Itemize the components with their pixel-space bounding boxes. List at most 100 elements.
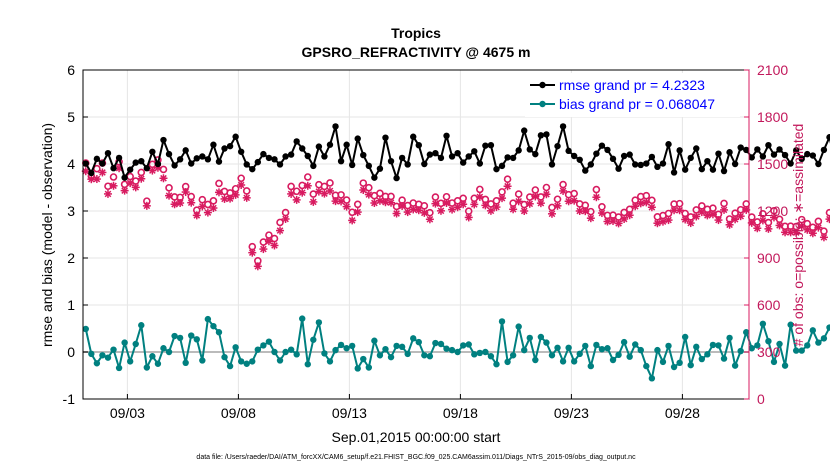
- obs-assimilated-stroke: [432, 200, 439, 207]
- obs-assimilated-stroke: [359, 186, 367, 194]
- obs-assimilated-stroke: [709, 210, 717, 218]
- bias-point: [476, 349, 484, 357]
- rmse-point: [315, 143, 323, 150]
- obs-assimilated-stroke: [537, 199, 545, 207]
- obs-possible-marker: [287, 182, 295, 191]
- rmse-point: [149, 148, 156, 155]
- obs-assimilated-marker: [165, 191, 174, 200]
- rmse-point: [188, 160, 195, 167]
- y2-tick-label: 300: [757, 344, 781, 360]
- bias-point: [665, 342, 672, 350]
- obs-assimilated-stroke: [781, 228, 789, 236]
- legend-bias-label: bias grand pr = 0.068047: [559, 96, 715, 112]
- rmse-point: [199, 153, 206, 160]
- obs-assimilated-stroke: [415, 206, 423, 214]
- obs-assimilated-marker: [686, 219, 695, 228]
- obs-assimilated-marker: [542, 190, 551, 199]
- obs-assimilated-stroke: [609, 217, 617, 225]
- obs-assimilated-stroke: [271, 242, 278, 249]
- rmse-point: [282, 153, 289, 160]
- obs-assimilated-stroke: [815, 224, 822, 231]
- rmse-point: [304, 152, 311, 160]
- rmse-point: [637, 161, 644, 169]
- obs-assimilated-marker: [509, 205, 518, 214]
- bias-point: [88, 350, 95, 358]
- bias-point: [93, 360, 101, 367]
- obs-assimilated-marker: [647, 203, 656, 212]
- obs-assimilated-marker: [187, 198, 196, 207]
- obs-assimilated-stroke: [598, 209, 606, 217]
- x-axis-ticks: 09/03 09/08 09/13 09/18 09/23 09/28: [110, 394, 700, 421]
- obs-assimilated-marker: [614, 219, 623, 228]
- obs-possible-marker: [376, 189, 384, 198]
- rmse-point: [726, 149, 733, 156]
- obs-assimilated-stroke: [193, 212, 201, 219]
- bias-point: [287, 346, 295, 353]
- obs-assimilated-stroke: [554, 202, 561, 210]
- obs-assimilated-marker: [131, 183, 140, 192]
- bias-point: [199, 357, 206, 364]
- obs-assimilated-marker: [337, 197, 346, 206]
- rmse-point: [609, 155, 617, 163]
- bias-point: [188, 332, 195, 339]
- obs-assimilated-stroke: [637, 199, 645, 207]
- obs-assimilated-marker: [159, 174, 168, 183]
- rmse-point: [321, 153, 328, 160]
- obs-assimilated-stroke: [742, 206, 750, 214]
- obs-assimilated-marker: [264, 237, 273, 246]
- bias-point: [798, 347, 805, 354]
- rmse-point: [343, 141, 350, 148]
- bias-point: [443, 345, 450, 352]
- obs-assimilated-stroke: [665, 216, 672, 224]
- obs-possible-marker: [231, 184, 240, 193]
- obs-assimilated-stroke: [348, 217, 356, 224]
- rmse-point: [265, 154, 273, 162]
- y2-tick-label: 1200: [757, 203, 788, 219]
- chart-title: Tropics: [391, 25, 441, 41]
- obs-assimilated-marker: [142, 201, 151, 210]
- rmse-point: [826, 134, 830, 141]
- obs-assimilated-marker: [375, 196, 384, 205]
- rmse-point: [121, 174, 128, 181]
- bias-point: [332, 346, 339, 354]
- obs-possible-marker: [126, 172, 134, 181]
- obs-assimilated-marker: [525, 199, 534, 208]
- rmse-point: [604, 146, 611, 154]
- legend-box: [525, 73, 740, 117]
- bias-point: [282, 348, 289, 356]
- obs-assimilated-stroke: [248, 249, 256, 257]
- rmse-point: [787, 160, 794, 167]
- bias-point: [593, 341, 600, 349]
- obs-possible-marker: [109, 173, 118, 181]
- obs-assimilated-stroke: [426, 215, 434, 223]
- rmse-point: [704, 157, 711, 165]
- bias-point: [487, 353, 495, 360]
- bias-point: [776, 340, 783, 348]
- bias-point: [648, 375, 656, 382]
- obs-assimilated-stroke: [493, 203, 500, 211]
- obs-possible-marker: [187, 192, 196, 201]
- rmse-point: [232, 133, 239, 140]
- bias-point: [543, 339, 550, 346]
- rmse-point: [271, 156, 278, 163]
- bias-point: [826, 324, 830, 331]
- obs-assimilated-marker: [531, 192, 540, 201]
- rmse-point: [570, 152, 578, 160]
- y-tick-label: 6: [67, 62, 75, 78]
- obs-assimilated-marker: [276, 226, 285, 235]
- obs-assimilated-marker: [409, 205, 418, 214]
- obs-assimilated-stroke: [770, 214, 778, 221]
- obs-assimilated-stroke: [309, 198, 317, 206]
- rmse-point: [293, 138, 300, 145]
- y-tick-label: 3: [67, 203, 75, 219]
- obs-possible-marker: [542, 183, 551, 192]
- obs-assimilated-marker: [176, 199, 185, 208]
- obs-assimilated-stroke: [587, 214, 595, 222]
- obs-assimilated-marker: [553, 201, 562, 210]
- obs-assimilated-stroke: [526, 200, 534, 208]
- obs-assimilated-stroke: [581, 207, 589, 215]
- obs-assimilated-marker: [214, 188, 223, 197]
- obs-possible-marker: [242, 187, 251, 195]
- obs-assimilated-stroke: [731, 215, 739, 223]
- rmse-point: [504, 154, 511, 161]
